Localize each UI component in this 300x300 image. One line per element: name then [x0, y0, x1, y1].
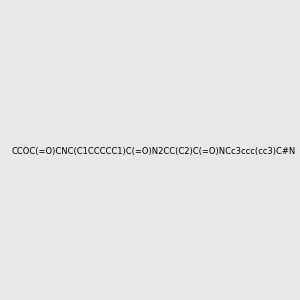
Text: CCOC(=O)CNC(C1CCCCC1)C(=O)N2CC(C2)C(=O)NCc3ccc(cc3)C#N: CCOC(=O)CNC(C1CCCCC1)C(=O)N2CC(C2)C(=O)N…: [12, 147, 296, 156]
